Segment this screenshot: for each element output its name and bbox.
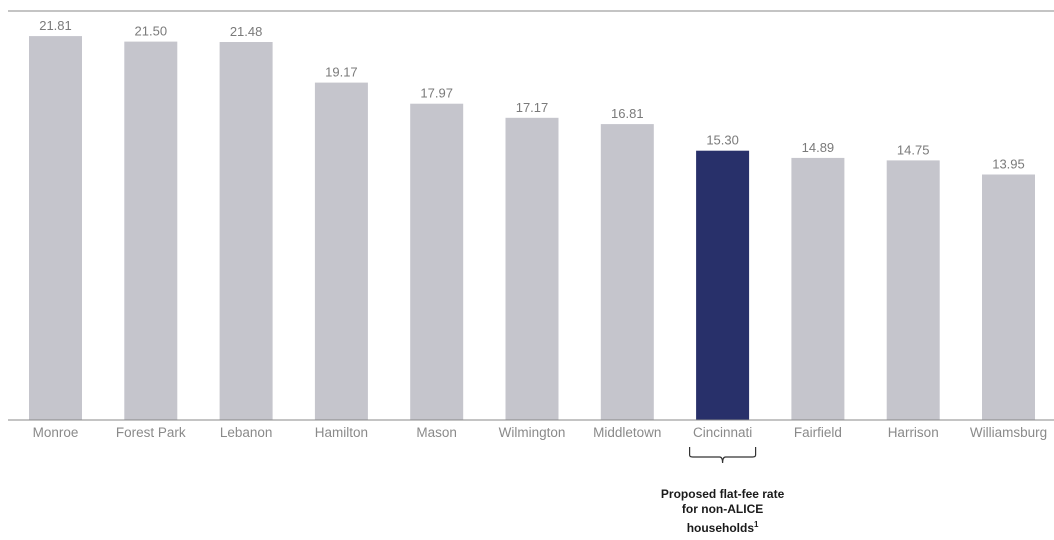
bar-hamilton [314, 82, 368, 420]
bar-williamsburg [982, 174, 1035, 420]
annotation-text: Proposed flat-fee rate for non-ALICE hou… [623, 487, 823, 536]
value-label-harrison: 14.75 [897, 142, 930, 157]
value-label-mason: 17.97 [420, 86, 453, 101]
value-label-middletown: 16.81 [611, 106, 644, 121]
value-labels-group: 21.81 21.50 21.48 19.17 17.97 17.17 16.81 15.30… [39, 18, 1025, 171]
value-label-fairfield: 14.89 [802, 140, 835, 155]
bars-group [29, 36, 1035, 421]
annotation-line-1: Proposed flat-fee rate [660, 487, 785, 501]
bar-forest-park [124, 41, 178, 420]
value-label-monroe: 21.81 [39, 18, 72, 33]
value-label-forest-park: 21.50 [135, 24, 168, 39]
bar-wilmington [505, 117, 559, 421]
annotation-line-3-text: households [686, 521, 755, 535]
annotation-line-2: for non-ALICE [681, 502, 764, 516]
category-label-wilmington: Wilmington [499, 425, 566, 440]
bar-lebanon [219, 42, 273, 420]
value-label-hamilton: 19.17 [325, 65, 358, 80]
bar-mason [410, 103, 464, 420]
annotation-line-3: households1 [623, 517, 823, 536]
category-label-cincinnati: Cincinnati [693, 425, 752, 440]
category-label-forest-park: Forest Park [116, 425, 186, 440]
bar-fairfield [791, 157, 845, 420]
value-label-williamsburg: 13.95 [992, 157, 1025, 172]
category-label-mason: Mason [416, 425, 457, 440]
category-label-fairfield: Fairfield [794, 425, 842, 440]
annotation-brace [689, 447, 757, 464]
value-label-wilmington: 17.17 [516, 100, 549, 115]
category-label-middletown: Middletown [593, 425, 661, 440]
category-label-lebanon: Lebanon [220, 425, 273, 440]
bar-harrison [886, 160, 940, 420]
category-labels-group: Monroe Forest Park Lebanon Hamilton Mason Wil… [33, 425, 1048, 440]
value-label-cincinnati: 15.30 [706, 133, 739, 148]
category-label-harrison: Harrison [888, 425, 939, 440]
bar-middletown [600, 124, 654, 420]
category-label-hamilton: Hamilton [315, 425, 368, 440]
value-label-lebanon: 21.48 [230, 24, 263, 39]
category-label-monroe: Monroe [33, 425, 79, 440]
bar-monroe [29, 36, 82, 420]
category-label-williamsburg: Williamsburg [970, 425, 1047, 440]
annotation-footnote-marker: 1 [754, 520, 759, 529]
bar-cincinnati [696, 150, 750, 420]
